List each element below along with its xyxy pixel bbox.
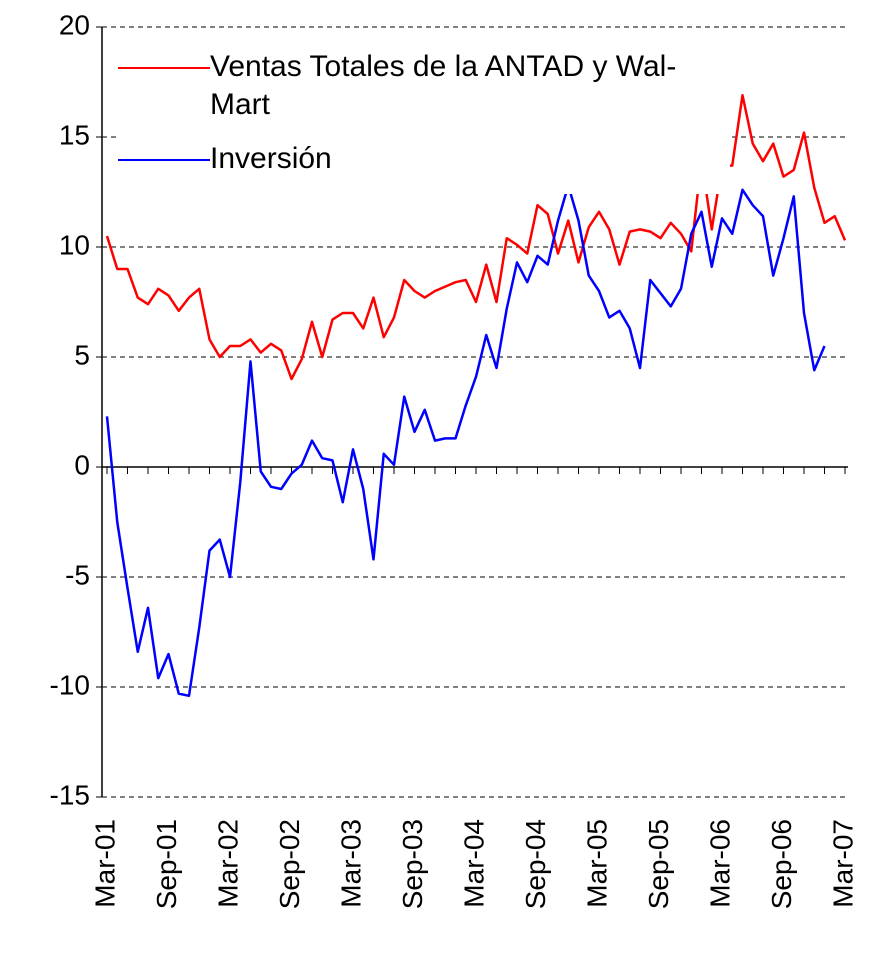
legend: Ventas Totales de la ANTAD y Wal-Mart Inv… (118, 48, 730, 194)
x-tick-label: Sep-03 (397, 819, 428, 909)
x-tick-label: Sep-01 (151, 819, 182, 909)
series-line (105, 184, 826, 698)
y-tick-label: 0 (74, 449, 90, 480)
legend-label: Ventas Totales de la ANTAD y Wal-Mart (210, 50, 677, 121)
x-tick-label: Sep-06 (766, 819, 797, 909)
y-tick-label: -10 (50, 669, 90, 700)
x-tick-label: Mar-04 (458, 819, 489, 908)
x-tick-label: Sep-05 (643, 819, 674, 909)
y-tick-label: 5 (74, 339, 90, 370)
x-tick-label: Mar-07 (827, 819, 858, 908)
legend-item: Ventas Totales de la ANTAD y Wal-Mart (118, 48, 730, 124)
x-tick-label: Mar-02 (212, 819, 243, 908)
legend-swatch (118, 159, 210, 161)
legend-swatch (118, 67, 210, 69)
legend-label: Inversión (210, 142, 332, 175)
y-tick-label: -15 (50, 779, 90, 810)
y-tick-label: -5 (65, 559, 90, 590)
x-tick-label: Sep-04 (520, 819, 551, 909)
x-tick-label: Sep-02 (274, 819, 305, 909)
x-tick-label: Mar-03 (335, 819, 366, 908)
x-tick-label: Mar-06 (704, 819, 735, 908)
x-tick-label: Mar-01 (89, 819, 120, 908)
y-tick-label: 20 (59, 9, 90, 40)
y-tick-label: 10 (59, 229, 90, 260)
legend-item: Inversión (118, 140, 730, 178)
x-tick-label: Mar-05 (581, 819, 612, 908)
y-tick-label: 15 (59, 119, 90, 150)
